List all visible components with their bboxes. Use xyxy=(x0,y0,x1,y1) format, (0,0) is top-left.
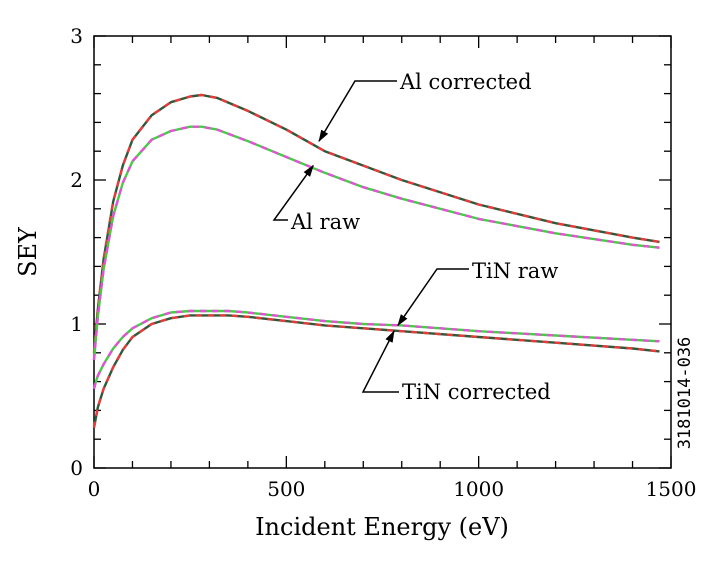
al-corrected-line-dash xyxy=(92,93,660,353)
y-axis-label: SEY xyxy=(14,226,42,277)
annotations: Al corrected Al raw TiN raw TiN corrected xyxy=(272,70,558,404)
x-tick-labels: 0 500 1000 1500 xyxy=(88,477,697,501)
x-tick-label: 500 xyxy=(267,477,305,501)
y-tick-label: 0 xyxy=(70,456,83,480)
x-axis-label: Incident Energy (eV) xyxy=(255,513,509,541)
y-tick-label: 1 xyxy=(70,312,83,336)
figure-id-label: 3181014-036 xyxy=(675,337,695,450)
tin-raw-line xyxy=(92,309,660,390)
tin-corrected-arrow xyxy=(361,330,399,393)
tin-corrected-line-dash xyxy=(92,314,660,428)
y-tick-labels: 0 1 2 3 xyxy=(70,24,83,480)
axis-ticks xyxy=(93,35,672,469)
al-raw-arrow xyxy=(272,164,314,221)
x-tick-label: 0 xyxy=(88,477,101,501)
x-tick-label: 1500 xyxy=(646,477,697,501)
series-lines xyxy=(92,93,660,428)
y-tick-label: 2 xyxy=(70,168,83,192)
al-corrected-line xyxy=(92,93,660,353)
al-raw-line-dash xyxy=(92,125,660,361)
tin-corrected-label: TiN corrected xyxy=(402,380,551,404)
al-raw-label: Al raw xyxy=(290,210,360,234)
al-corrected-label: Al corrected xyxy=(399,70,532,94)
x-tick-label: 1000 xyxy=(453,477,504,501)
tin-raw-label: TiN raw xyxy=(472,259,558,283)
plot-frame xyxy=(93,35,672,469)
y-tick-label: 3 xyxy=(70,24,83,48)
tin-corrected-line xyxy=(92,314,660,428)
tin-raw-line-dash xyxy=(92,309,660,390)
tin-raw-arrow xyxy=(397,268,469,327)
al-corrected-arrow xyxy=(318,80,397,142)
